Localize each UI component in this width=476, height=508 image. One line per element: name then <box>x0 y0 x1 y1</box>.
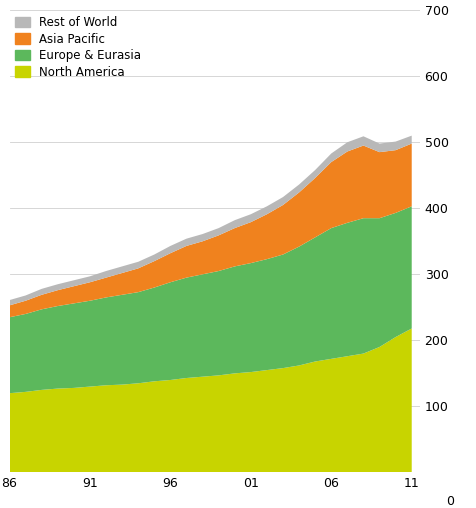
Text: 0: 0 <box>446 495 453 507</box>
Legend: Rest of World, Asia Pacific, Europe & Eurasia, North America: Rest of World, Asia Pacific, Europe & Eu… <box>15 16 141 79</box>
